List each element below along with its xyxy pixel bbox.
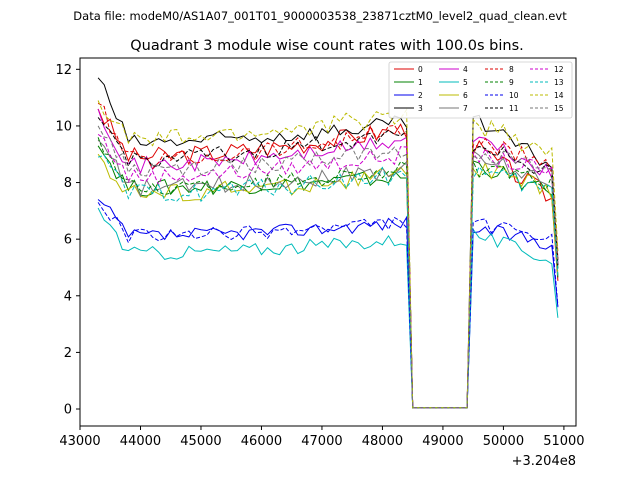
y-tick-label: 10 xyxy=(55,119,72,134)
legend-label-8: 8 xyxy=(509,65,514,74)
legend-label-11: 11 xyxy=(509,104,519,113)
legend-label-7: 7 xyxy=(463,104,468,113)
y-tick-label: 8 xyxy=(64,176,72,191)
x-offset-label: +3.204e8 xyxy=(512,454,576,469)
plot-area xyxy=(80,58,576,426)
series-line-13 xyxy=(97,154,559,409)
x-tick-label: 50000 xyxy=(483,434,524,449)
series-line-1 xyxy=(97,145,559,409)
x-tick-label: 45000 xyxy=(180,434,221,449)
series-line-9 xyxy=(97,137,559,409)
series-line-12 xyxy=(97,133,559,409)
series-line-15 xyxy=(97,125,559,409)
series-line-14 xyxy=(97,100,559,409)
x-tick-label: 47000 xyxy=(301,434,342,449)
legend-label-2: 2 xyxy=(418,91,423,100)
x-tick-label: 51000 xyxy=(543,434,584,449)
series-line-10 xyxy=(97,202,559,409)
legend-label-3: 3 xyxy=(418,104,423,113)
y-tick-label: 6 xyxy=(64,233,72,248)
x-tick-label: 49000 xyxy=(422,434,463,449)
plot-frame xyxy=(79,57,577,427)
x-tick-label: 48000 xyxy=(362,434,403,449)
series-group xyxy=(97,77,559,409)
chart-title: Quadrant 3 module wise count rates with … xyxy=(130,38,524,54)
series-line-3 xyxy=(97,77,559,409)
series-line-5 xyxy=(97,207,559,409)
series-line-0 xyxy=(97,108,559,409)
x-tick-label: 46000 xyxy=(241,434,282,449)
series-line-8 xyxy=(97,102,559,409)
legend-label-10: 10 xyxy=(509,91,519,100)
legend-label-6: 6 xyxy=(463,91,468,100)
x-tick-label: 43000 xyxy=(59,434,100,449)
series-line-7 xyxy=(97,139,559,409)
legend-frame xyxy=(388,61,573,119)
legend-label-5: 5 xyxy=(463,78,468,87)
y-tick-label: 12 xyxy=(55,63,72,78)
suptitle: Data file: modeM0/AS1A07_001T01_90000035… xyxy=(73,9,567,23)
y-tick-label: 0 xyxy=(64,403,72,418)
legend-label-15: 15 xyxy=(554,104,564,113)
legend-label-14: 14 xyxy=(554,91,564,100)
legend-label-0: 0 xyxy=(418,65,423,74)
x-axis: 43000 44000 45000 46000 47000 48000 49000 50000… xyxy=(59,426,585,449)
y-tick-label: 4 xyxy=(64,289,72,304)
series-line-2 xyxy=(97,199,559,409)
y-axis: 0 2 4 6 8 10 12 xyxy=(55,63,80,418)
series-line-6 xyxy=(97,153,559,409)
x-tick-label: 44000 xyxy=(120,434,161,449)
y-tick-label: 2 xyxy=(64,346,72,361)
legend-label-4: 4 xyxy=(463,65,468,74)
legend-label-1: 1 xyxy=(418,78,423,87)
legend-label-13: 13 xyxy=(554,78,564,87)
legend-label-9: 9 xyxy=(509,78,514,87)
legend-label-12: 12 xyxy=(554,65,564,74)
series-line-11 xyxy=(97,117,559,409)
